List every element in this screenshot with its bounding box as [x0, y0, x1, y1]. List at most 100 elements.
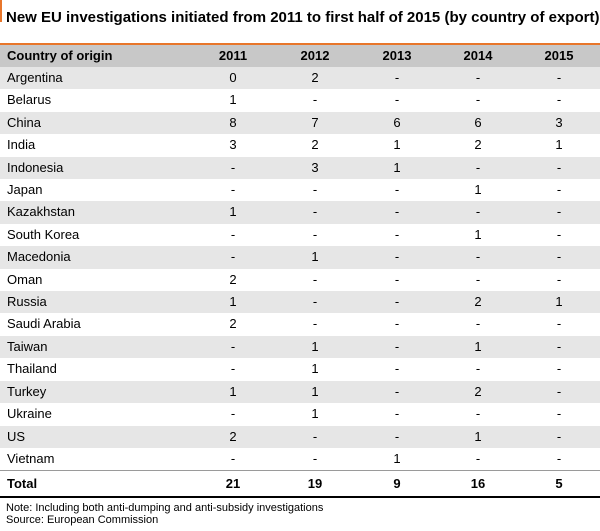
country-cell: Russia: [0, 291, 192, 314]
value-cell: -: [274, 268, 356, 292]
value-cell: -: [274, 425, 356, 448]
value-cell: -: [356, 201, 438, 224]
column-header-2014: 2014: [438, 45, 518, 67]
value-cell: -: [274, 179, 356, 202]
table-row: Macedonia -1- - -: [0, 246, 600, 269]
value-cell: 1: [438, 425, 518, 448]
value-cell: -: [356, 179, 438, 202]
value-cell: -: [518, 313, 600, 336]
value-cell: 2: [274, 67, 356, 90]
column-header-2012: 2012: [274, 45, 356, 67]
table-title: New EU investigations initiated from 201…: [6, 9, 600, 26]
value-cell: -: [518, 201, 600, 224]
value-cell: -: [356, 268, 438, 292]
value-cell: 7: [274, 111, 356, 135]
total-label-cell: Total: [0, 470, 192, 499]
table-row: Indonesia -3 1- -: [0, 156, 600, 180]
title-accent-bar: [0, 0, 2, 22]
value-cell: 1: [274, 335, 356, 359]
country-cell: Taiwan: [0, 335, 192, 359]
table-row: Russia 1- -2 1: [0, 291, 600, 314]
value-cell: -: [274, 291, 356, 314]
value-cell: -: [356, 425, 438, 448]
value-cell: -: [356, 223, 438, 247]
country-cell: India: [0, 134, 192, 157]
total-value-cell: 21: [192, 470, 274, 499]
value-cell: -: [438, 358, 518, 381]
value-cell: -: [356, 246, 438, 269]
value-cell: 1: [274, 358, 356, 381]
value-cell: -: [356, 291, 438, 314]
value-cell: -: [438, 156, 518, 180]
value-cell: -: [356, 313, 438, 336]
country-cell: Kazakhstan: [0, 201, 192, 224]
country-cell: Indonesia: [0, 156, 192, 180]
column-header-2015: 2015: [518, 45, 600, 67]
value-cell: -: [192, 246, 274, 269]
value-cell: 1: [356, 156, 438, 180]
country-cell: Thailand: [0, 358, 192, 381]
source-text: Source: European Commission: [6, 514, 159, 526]
value-cell: -: [356, 403, 438, 426]
investigations-table: Country of origin 2011 2012 2013 2014 20…: [0, 45, 600, 499]
country-cell: Argentina: [0, 67, 192, 90]
value-cell: 0: [192, 67, 274, 90]
value-cell: -: [518, 335, 600, 359]
value-cell: 1: [438, 335, 518, 359]
table-row: Turkey 1 1-2-: [0, 380, 600, 404]
value-cell: 3: [518, 111, 600, 135]
value-cell: -: [438, 246, 518, 269]
value-cell: -: [518, 246, 600, 269]
country-cell: Vietnam: [0, 447, 192, 471]
value-cell: -: [438, 89, 518, 112]
table-row: Vietnam - -1- -: [0, 447, 600, 471]
value-cell: -: [518, 89, 600, 112]
table-row: US 2- -1-: [0, 425, 600, 448]
value-cell: -: [356, 358, 438, 381]
value-cell: 6: [438, 111, 518, 135]
value-cell: 1: [192, 201, 274, 224]
value-cell: 2: [192, 313, 274, 336]
total-value-cell: 19: [274, 470, 356, 499]
column-header-country: Country of origin: [0, 45, 192, 67]
value-cell: -: [518, 268, 600, 292]
column-header-2013: 2013: [356, 45, 438, 67]
value-cell: -: [518, 156, 600, 180]
country-cell: Turkey: [0, 380, 192, 404]
value-cell: -: [518, 67, 600, 90]
table-row: Belarus 1- - - -: [0, 89, 600, 112]
country-cell: South Korea: [0, 223, 192, 247]
value-cell: 1: [274, 246, 356, 269]
value-cell: 1: [438, 179, 518, 202]
note-text: Note: Including both anti-dumping and an…: [6, 502, 324, 514]
value-cell: -: [518, 425, 600, 448]
value-cell: -: [438, 67, 518, 90]
table-row: Oman 2- - - -: [0, 268, 600, 292]
country-cell: Macedonia: [0, 246, 192, 269]
value-cell: -: [192, 335, 274, 359]
value-cell: -: [274, 223, 356, 247]
total-row: Total 21 19 9 16 5: [0, 470, 600, 499]
value-cell: -: [518, 403, 600, 426]
value-cell: -: [356, 380, 438, 404]
value-cell: 1: [356, 134, 438, 157]
value-cell: -: [518, 179, 600, 202]
value-cell: 1: [438, 223, 518, 247]
value-cell: 1: [274, 380, 356, 404]
value-cell: -: [192, 403, 274, 426]
table-row: Kazakhstan 1- - - -: [0, 201, 600, 224]
column-header-2011: 2011: [192, 45, 274, 67]
value-cell: -: [518, 223, 600, 247]
value-cell: -: [438, 403, 518, 426]
value-cell: -: [438, 313, 518, 336]
value-cell: -: [438, 447, 518, 471]
table-row: India 3 2 1 2 1: [0, 134, 600, 157]
table-row: Japan - - -1-: [0, 179, 600, 202]
value-cell: 1: [518, 291, 600, 314]
country-cell: US: [0, 425, 192, 448]
value-cell: 8: [192, 111, 274, 135]
value-cell: 1: [356, 447, 438, 471]
country-cell: Ukraine: [0, 403, 192, 426]
table-row: Argentina 0 2- - -: [0, 67, 600, 90]
value-cell: -: [192, 156, 274, 180]
